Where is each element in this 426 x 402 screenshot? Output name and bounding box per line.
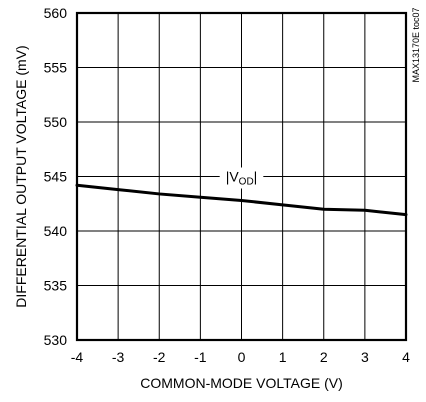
y-tick-labels: 530 535 540 545 550 555 560	[44, 5, 68, 348]
y-tick-label: 540	[44, 223, 68, 239]
x-axis-title: COMMON-MODE VOLTAGE (V)	[140, 375, 342, 391]
grid-lines	[77, 13, 406, 340]
x-tick-label: 0	[238, 349, 246, 365]
x-tick-label: -1	[194, 349, 207, 365]
x-tick-label: -3	[112, 349, 125, 365]
series-group	[75, 183, 408, 217]
y-tick-label: 535	[44, 278, 68, 294]
series-annotation: |VOD|	[219, 167, 264, 189]
figure-code: MAX13170E toc07	[411, 7, 421, 82]
x-tick-label: 1	[279, 349, 287, 365]
x-tick-label: 3	[361, 349, 369, 365]
x-tick-label: 4	[402, 349, 410, 365]
series-label-suffix: |	[254, 169, 258, 185]
y-tick-label: 550	[44, 114, 68, 130]
y-tick-label: 545	[44, 169, 68, 185]
y-axis-title: DIFFERENTIAL OUTPUT VOLTAGE (mV)	[13, 45, 29, 307]
y-tick-label: 555	[44, 60, 68, 76]
series-label-prefix: |V	[226, 169, 240, 185]
series-line	[75, 183, 408, 217]
y-tick-label: 560	[44, 5, 68, 21]
series-label: |VOD|	[226, 169, 258, 188]
x-tick-label: -4	[71, 349, 84, 365]
annotation-background	[219, 167, 264, 189]
series-label-subscript: OD	[239, 177, 254, 188]
plot-frame	[75, 11, 408, 342]
x-tick-label: -2	[153, 349, 166, 365]
x-tick-labels: -4 -3 -2 -1 0 1 2 3 4	[71, 349, 410, 365]
y-tick-label: 530	[44, 332, 68, 348]
x-tick-label: 2	[320, 349, 328, 365]
